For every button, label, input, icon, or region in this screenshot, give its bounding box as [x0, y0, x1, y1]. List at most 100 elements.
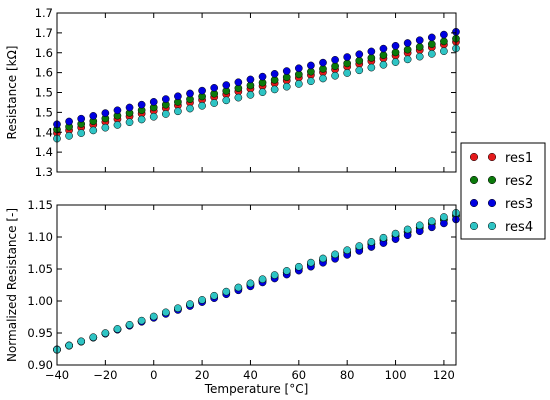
data-point-res4 — [379, 60, 388, 69]
data-point-res2 — [427, 40, 436, 48]
y-tick-label: 1.6 — [35, 66, 53, 80]
data-point-res4 — [270, 85, 279, 94]
data-point-res4 — [258, 275, 267, 284]
data-point-res4 — [379, 233, 388, 242]
data-point-res4 — [125, 320, 134, 329]
x-tick-label: −20 — [93, 368, 117, 382]
legend-marker — [469, 221, 479, 231]
legend-label: res1 — [505, 151, 533, 166]
y-tick-label: 1.10 — [27, 230, 53, 244]
data-point-res4 — [246, 91, 255, 99]
data-point-res4 — [307, 77, 315, 86]
y-tick-label: 1.5 — [35, 86, 53, 100]
data-point-res4 — [270, 271, 279, 279]
data-point-res4 — [101, 123, 110, 132]
y-tick-label: 0.95 — [27, 326, 53, 340]
data-point-res3 — [379, 44, 388, 53]
data-point-res4 — [391, 229, 400, 238]
data-points — [53, 27, 460, 143]
data-point-res4 — [415, 52, 424, 61]
data-point-res3 — [149, 98, 158, 106]
y-tick-label: 1.15 — [27, 198, 53, 212]
x-tick-label: 120 — [433, 368, 455, 382]
data-point-res4 — [77, 129, 86, 137]
x-tick-label: 40 — [243, 368, 258, 382]
data-point-res3 — [113, 106, 122, 115]
x-tick-label: 100 — [385, 368, 407, 382]
data-point-res3 — [234, 78, 243, 87]
legend-marker — [487, 221, 497, 231]
x-tick-label: 60 — [291, 368, 306, 382]
data-point-res4 — [355, 242, 364, 250]
data-point-res4 — [198, 296, 206, 304]
y-tick-label: 0.90 — [27, 358, 53, 372]
data-point-res4 — [113, 325, 122, 333]
legend: res1 res2 res3 res4 — [460, 142, 546, 240]
data-point-res4 — [222, 287, 231, 296]
data-point-res4 — [174, 304, 182, 313]
x-tick-label: 20 — [195, 368, 210, 382]
legend-item-res2: res2 — [469, 174, 533, 189]
legend-marker — [487, 198, 497, 208]
data-point-res4 — [186, 104, 194, 113]
series-res2 — [53, 34, 460, 134]
y-tick-label: 1.7 — [35, 26, 53, 40]
data-point-res3 — [137, 100, 146, 109]
x-tick-label: −40 — [45, 368, 69, 382]
data-point-res2 — [355, 56, 364, 65]
data-point-res4 — [186, 300, 194, 308]
data-point-res3 — [319, 58, 327, 67]
data-point-res4 — [113, 121, 122, 129]
y-tick-label: 1.4 — [35, 125, 53, 139]
y-tick-label: 1.3 — [35, 165, 53, 179]
legend-marker — [469, 198, 479, 208]
data-points — [53, 209, 460, 354]
legend-label: res4 — [505, 220, 533, 235]
legend-frame — [460, 142, 546, 240]
data-point-res2 — [379, 51, 388, 59]
data-point-res4 — [89, 126, 98, 135]
data-point-res4 — [210, 99, 219, 107]
data-point-res3 — [403, 39, 412, 47]
plot-frame — [56, 12, 457, 173]
data-point-res2 — [415, 43, 424, 51]
data-point-res4 — [137, 115, 146, 124]
plot-frame — [56, 204, 457, 366]
data-point-res3 — [174, 92, 182, 101]
data-point-res4 — [319, 254, 327, 263]
legend-label: res3 — [505, 197, 533, 212]
data-point-res3 — [367, 47, 376, 56]
y-tick-label: 1.7 — [35, 6, 53, 20]
data-point-res3 — [307, 61, 315, 70]
data-point-res4 — [282, 82, 291, 91]
data-point-res4 — [440, 47, 448, 56]
data-point-res4 — [149, 312, 158, 321]
data-point-res4 — [161, 110, 170, 118]
data-point-res4 — [391, 58, 400, 66]
data-point-res4 — [427, 217, 436, 226]
x-axis-label: Temperature [°C] — [204, 382, 309, 396]
data-point-res4 — [65, 132, 73, 140]
data-point-res3 — [246, 75, 255, 84]
data-point-res3 — [391, 41, 400, 50]
data-point-res4 — [415, 221, 424, 230]
data-point-res4 — [282, 267, 291, 275]
data-point-res3 — [282, 67, 291, 75]
data-point-res4 — [125, 118, 134, 127]
legend-marker — [487, 152, 497, 162]
data-point-res4 — [101, 329, 110, 337]
data-point-res4 — [174, 107, 182, 116]
legend-marker — [487, 175, 497, 185]
data-point-res4 — [198, 101, 206, 110]
data-point-res4 — [319, 74, 327, 83]
data-point-res4 — [367, 238, 376, 246]
data-point-res4 — [331, 250, 339, 259]
data-point-res4 — [440, 213, 448, 221]
data-point-res3 — [101, 109, 110, 117]
bottom-panel-normalized-resistance: −40 −20 0 20 40 60 80 100 120 0.90 0.95 1.00 1.05 1.1… — [5, 198, 460, 396]
data-point-res4 — [427, 50, 436, 58]
y-tick-label: 1.4 — [35, 145, 53, 159]
series-res4 — [53, 209, 460, 354]
data-point-res2 — [367, 54, 376, 62]
legend-item-res1: res1 — [469, 151, 533, 166]
